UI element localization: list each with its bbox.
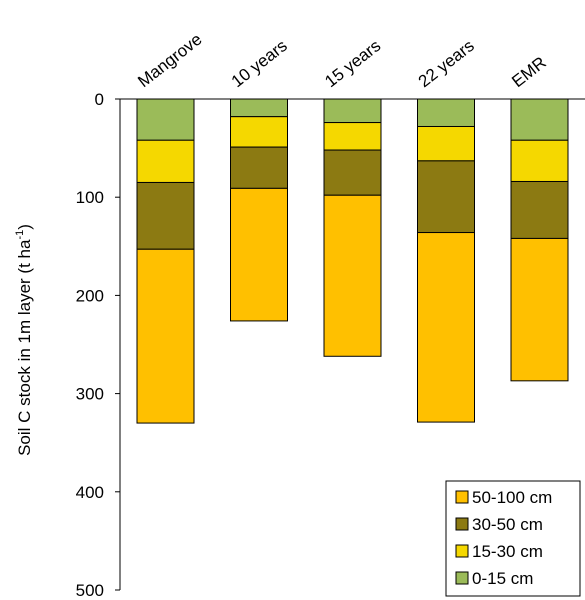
category-label: 10 years [228, 36, 291, 91]
y-tick-label: 500 [76, 581, 104, 600]
category-label: EMR [508, 53, 549, 91]
category-labels: Mangrove 10 years 15 years 22 years EMR [134, 30, 549, 92]
category-label: Mangrove [134, 30, 205, 92]
bar-segment [136, 248, 195, 424]
bar-segment [136, 181, 195, 250]
bar-segment [417, 160, 475, 234]
y-axis-title-superscript: -1 [14, 230, 26, 240]
legend: 50-100 cm 30-50 cm 15-30 cm 0-15 cm [445, 480, 581, 597]
bar-segment [323, 194, 382, 357]
legend-swatch [455, 544, 469, 558]
y-tick-label: 400 [76, 483, 104, 502]
y-axis: 0 100 200 300 400 500 [76, 90, 585, 600]
bar-segment [510, 139, 569, 182]
bar-segment [230, 146, 288, 189]
bar-segment [510, 237, 569, 382]
bar-segment [136, 139, 195, 183]
bar-segment [417, 232, 475, 423]
bar-segment [323, 122, 382, 151]
legend-label: 30-50 cm [472, 515, 543, 534]
category-label: 15 years [321, 36, 384, 91]
legend-label: 0-15 cm [472, 569, 533, 588]
bar-segment [510, 180, 569, 239]
legend-swatch [455, 490, 469, 504]
legend-label: 15-30 cm [472, 542, 543, 561]
y-tick-label: 200 [76, 286, 104, 305]
bar-segment [323, 149, 382, 196]
legend-swatch [455, 571, 469, 585]
bar-segment [510, 98, 569, 141]
bar-segment [230, 98, 288, 118]
bar-segment [323, 98, 382, 124]
bar-segment [417, 98, 475, 127]
y-tick-label: 0 [95, 90, 104, 109]
legend-label: 50-100 cm [472, 488, 552, 507]
bars-group [136, 98, 569, 424]
bar-segment [136, 98, 195, 141]
y-tick-label: 100 [76, 188, 104, 207]
bar-segment [230, 187, 288, 322]
bar-segment [230, 116, 288, 148]
y-axis-title: Soil C stock in 1m layer (t ha-1) [14, 224, 34, 456]
bar-segment [417, 125, 475, 162]
legend-swatch [455, 517, 469, 531]
y-tick-label: 300 [76, 385, 104, 404]
category-label: 22 years [415, 36, 478, 91]
